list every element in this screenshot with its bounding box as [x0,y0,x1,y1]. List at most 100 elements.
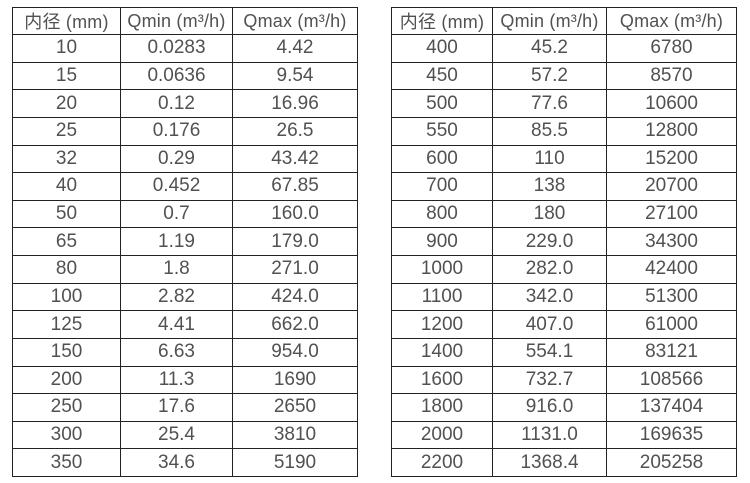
header-row: 内径 (mm) Qmin (m³/h) Qmax (m³/h) [391,7,737,35]
table-cell: 900 [391,227,493,256]
table-cell: 500 [391,89,493,118]
table-cell: 1690 [232,365,358,395]
table-cell: 42400 [606,255,737,284]
column-header: Qmax (m³/h) [606,7,737,35]
table-cell: 554.1 [492,337,607,367]
table-cell: 0.452 [120,172,233,201]
table-cell: 34300 [606,227,737,256]
table-row: 450 57.2 8570 [391,61,737,91]
table-cell: 200 [12,365,121,395]
table-cell: 180 [492,199,607,229]
table-cell: 0.0283 [120,34,233,63]
table-cell: 61000 [606,310,737,339]
table-cell: 662.0 [232,310,358,339]
table-cell: 916.0 [492,393,607,422]
table-row: 20 0.12 16.96 [12,89,358,118]
table-cell: 10 [12,34,121,63]
large-diameter-flow-table: 内径 (mm) Qmin (m³/h) Qmax (m³/h) 400 45.2 678… [391,7,737,477]
column-header: Qmax (m³/h) [232,7,358,35]
table-cell: 205258 [606,448,737,477]
table-cell: 108566 [606,365,737,395]
table-cell: 20 [12,89,121,118]
table-cell: 3810 [232,420,358,450]
table-cell: 12800 [606,116,737,146]
table-cell: 450 [391,61,493,91]
table-cell: 732.7 [492,365,607,395]
header-row: 内径 (mm) Qmin (m³/h) Qmax (m³/h) [12,7,358,35]
table-row: 25 0.176 26.5 [12,116,358,146]
table-cell: 125 [12,310,121,339]
table-cell: 0.0636 [120,61,233,91]
table-body: 400 45.2 6780 450 57.2 8570 500 77.6 10600 550 85.… [391,34,737,477]
table-row: 65 1.19 179.0 [12,227,358,256]
table-row: 350 34.6 5190 [12,448,358,477]
table-cell: 2.82 [120,282,233,312]
table-cell: 43.42 [232,144,358,174]
table-cell: 407.0 [492,310,607,339]
table-cell: 45.2 [492,34,607,63]
table-row: 40 0.452 67.85 [12,172,358,201]
table-cell: 2200 [391,448,493,477]
table-row: 80 1.8 271.0 [12,255,358,284]
table-cell: 954.0 [232,337,358,367]
table-row: 10 0.0283 4.42 [12,34,358,63]
table-cell: 282.0 [492,255,607,284]
table-cell: 1000 [391,255,493,284]
table-cell: 51300 [606,282,737,312]
column-header: 内径 (mm) [12,7,121,35]
table-cell: 0.29 [120,144,233,174]
table-row: 2200 1368.4 205258 [391,448,737,477]
table-cell: 50 [12,199,121,229]
table-cell: 4.41 [120,310,233,339]
table-cell: 25.4 [120,420,233,450]
table-cell: 1.19 [120,227,233,256]
table-cell: 400 [391,34,493,63]
table-row: 1100 342.0 51300 [391,282,737,312]
table-cell: 2650 [232,393,358,422]
table-cell: 1800 [391,393,493,422]
column-header: Qmin (m³/h) [492,7,607,35]
table-row: 15 0.0636 9.54 [12,61,358,91]
table-body: 10 0.0283 4.42 15 0.0636 9.54 20 0.12 16.96 25 0.1… [12,34,358,477]
small-diameter-flow-table: 内径 (mm) Qmin (m³/h) Qmax (m³/h) 10 0.0283 4.… [12,7,358,477]
table-row: 600 110 15200 [391,144,737,174]
table-row: 50 0.7 160.0 [12,199,358,229]
table-cell: 26.5 [232,116,358,146]
table-cell: 1368.4 [492,448,607,477]
table-cell: 32 [12,144,121,174]
table-row: 100 2.82 424.0 [12,282,358,312]
table-cell: 0.176 [120,116,233,146]
table-cell: 169635 [606,420,737,450]
table-cell: 342.0 [492,282,607,312]
table-row: 1400 554.1 83121 [391,337,737,367]
table-cell: 550 [391,116,493,146]
table-cell: 25 [12,116,121,146]
table-row: 200 11.3 1690 [12,365,358,395]
column-header: Qmin (m³/h) [120,7,233,35]
table-cell: 15200 [606,144,737,174]
table-cell: 1100 [391,282,493,312]
table-cell: 1600 [391,365,493,395]
table-cell: 5190 [232,448,358,477]
table-row: 1000 282.0 42400 [391,255,737,284]
table-cell: 424.0 [232,282,358,312]
table-cell: 16.96 [232,89,358,118]
table-cell: 4.42 [232,34,358,63]
table-row: 700 138 20700 [391,172,737,201]
table-row: 800 180 27100 [391,199,737,229]
table-cell: 1131.0 [492,420,607,450]
table-row: 2000 1131.0 169635 [391,420,737,450]
table-cell: 8570 [606,61,737,91]
table-cell: 0.7 [120,199,233,229]
table-row: 500 77.6 10600 [391,89,737,118]
table-cell: 350 [12,448,121,477]
table-row: 900 229.0 34300 [391,227,737,256]
table-cell: 700 [391,172,493,201]
table-cell: 10600 [606,89,737,118]
table-cell: 160.0 [232,199,358,229]
table-row: 1800 916.0 137404 [391,393,737,422]
table-cell: 20700 [606,172,737,201]
table-row: 300 25.4 3810 [12,420,358,450]
table-cell: 1200 [391,310,493,339]
